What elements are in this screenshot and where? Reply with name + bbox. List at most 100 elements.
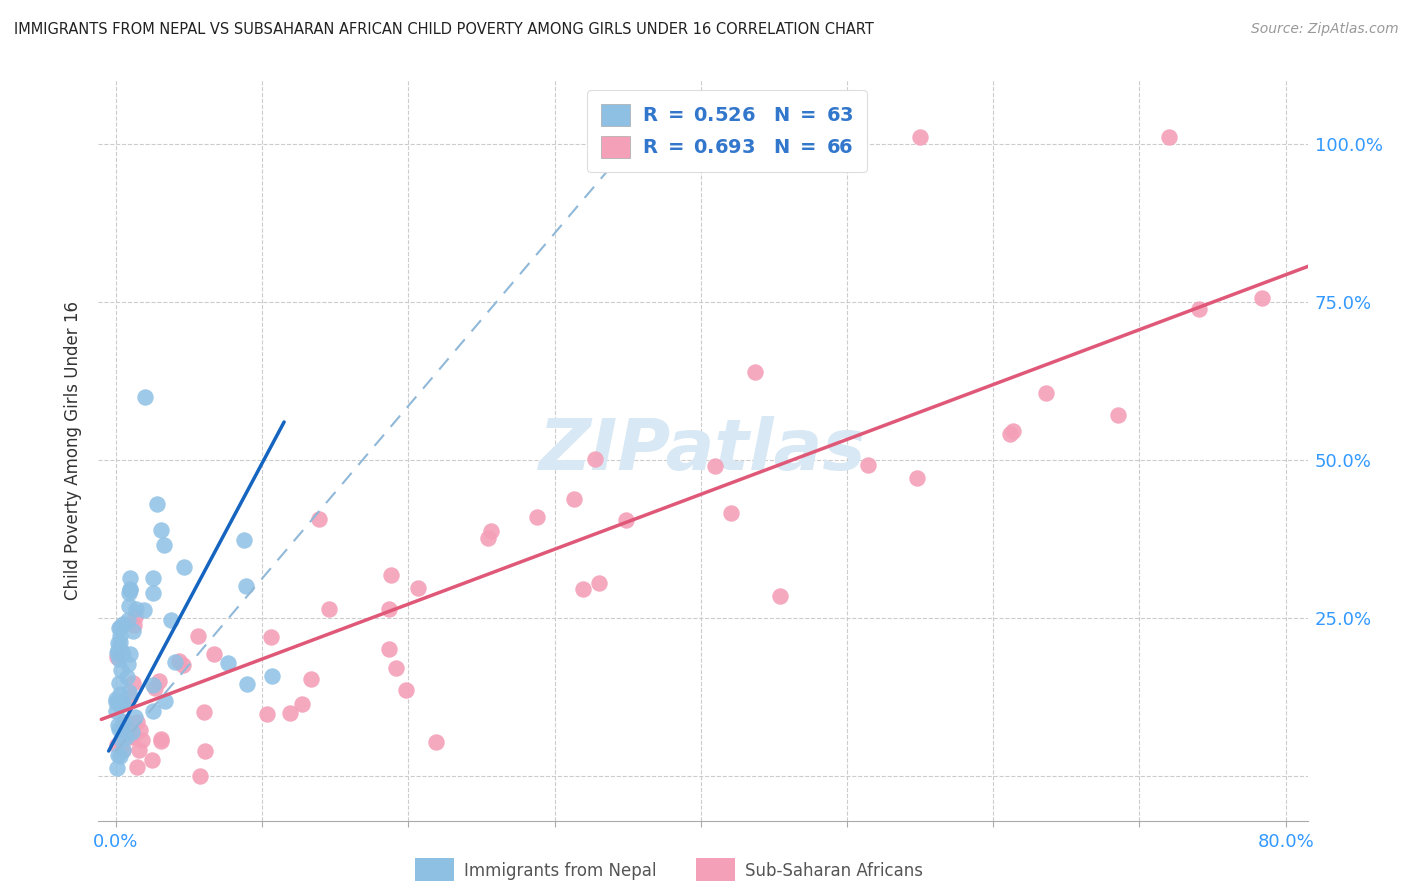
Point bbox=[122, 624, 145, 638]
Point bbox=[308, 511, 330, 525]
Text: Immigrants from Nepal: Immigrants from Nepal bbox=[464, 862, 657, 880]
Point bbox=[107, 643, 129, 657]
Point bbox=[112, 718, 135, 732]
Point bbox=[115, 730, 138, 744]
Point bbox=[111, 743, 134, 757]
Point bbox=[142, 571, 165, 585]
Point bbox=[108, 635, 131, 649]
Point bbox=[105, 649, 128, 664]
Point bbox=[142, 678, 165, 692]
Point bbox=[564, 491, 586, 506]
Point bbox=[583, 452, 606, 467]
Point bbox=[146, 498, 169, 512]
Point bbox=[291, 697, 314, 711]
Point bbox=[111, 697, 134, 711]
Point bbox=[110, 698, 132, 713]
Point bbox=[111, 721, 134, 735]
Point bbox=[118, 725, 141, 739]
Point bbox=[117, 586, 139, 600]
Point bbox=[142, 705, 165, 719]
Point bbox=[526, 510, 548, 524]
Point bbox=[616, 513, 638, 527]
Point bbox=[122, 676, 145, 690]
Point bbox=[425, 735, 447, 749]
Point bbox=[318, 602, 340, 616]
Point bbox=[112, 616, 135, 631]
Point bbox=[108, 621, 131, 635]
Point bbox=[194, 743, 217, 757]
Point bbox=[217, 657, 239, 671]
Point bbox=[260, 630, 283, 644]
Point bbox=[134, 390, 156, 404]
Point bbox=[153, 694, 176, 708]
Point bbox=[111, 714, 134, 729]
Y-axis label: Child Poverty Among Girls Under 16: Child Poverty Among Girls Under 16 bbox=[65, 301, 83, 600]
Point bbox=[572, 582, 595, 597]
Point bbox=[115, 714, 138, 729]
Point bbox=[108, 629, 131, 643]
Point bbox=[127, 714, 149, 729]
Point bbox=[149, 734, 172, 748]
Point bbox=[111, 647, 134, 661]
Point bbox=[117, 657, 139, 671]
Point bbox=[111, 696, 134, 710]
Point bbox=[120, 572, 142, 586]
Point bbox=[378, 641, 401, 656]
Point bbox=[1157, 130, 1180, 145]
Point bbox=[744, 365, 766, 379]
Point bbox=[385, 661, 408, 675]
Point bbox=[127, 760, 149, 774]
Point bbox=[108, 748, 131, 763]
Point bbox=[110, 735, 132, 749]
Point bbox=[105, 695, 128, 709]
Point bbox=[256, 706, 278, 721]
Point bbox=[905, 471, 928, 485]
Point bbox=[1251, 292, 1274, 306]
Point bbox=[408, 582, 430, 596]
Point bbox=[105, 692, 128, 706]
Point bbox=[124, 710, 146, 724]
Point bbox=[187, 629, 209, 643]
Point bbox=[124, 609, 146, 624]
Point bbox=[173, 560, 195, 574]
Point bbox=[110, 642, 132, 657]
Point bbox=[105, 704, 128, 718]
Point bbox=[588, 576, 610, 591]
Point bbox=[998, 427, 1021, 442]
Point bbox=[142, 586, 165, 600]
Point bbox=[148, 673, 170, 688]
Legend: $\mathbf{R}$ $\mathbf{=}$ $\bf{0.526}$   $\mathbf{N}$ $\mathbf{=}$ $\bf{63}$, $\: $\mathbf{R}$ $\mathbf{=}$ $\bf{0.526}$ $… bbox=[588, 90, 868, 172]
Point bbox=[769, 589, 792, 603]
Point bbox=[395, 683, 418, 698]
Point bbox=[172, 657, 194, 672]
Point bbox=[121, 730, 143, 744]
Point bbox=[128, 743, 150, 757]
Point bbox=[118, 685, 141, 699]
Point bbox=[108, 620, 131, 634]
Point bbox=[134, 603, 156, 617]
Point bbox=[1107, 408, 1129, 422]
Point bbox=[481, 524, 503, 538]
Point bbox=[720, 506, 742, 520]
Point bbox=[108, 687, 131, 701]
Text: Sub-Saharan Africans: Sub-Saharan Africans bbox=[745, 862, 924, 880]
Point bbox=[118, 583, 141, 598]
Point bbox=[169, 654, 191, 668]
Point bbox=[908, 130, 931, 145]
Point bbox=[129, 723, 152, 737]
Point bbox=[118, 582, 141, 596]
Point bbox=[477, 531, 499, 545]
Point bbox=[122, 618, 145, 632]
Point bbox=[108, 722, 131, 736]
Point bbox=[150, 731, 173, 746]
Point bbox=[105, 738, 128, 752]
Point bbox=[1188, 302, 1211, 317]
Point bbox=[105, 646, 128, 660]
Point bbox=[278, 706, 301, 721]
Point bbox=[131, 732, 153, 747]
Point bbox=[124, 601, 146, 615]
Point bbox=[110, 721, 132, 735]
Point bbox=[153, 538, 176, 552]
Point bbox=[118, 690, 141, 705]
Point bbox=[380, 568, 402, 582]
